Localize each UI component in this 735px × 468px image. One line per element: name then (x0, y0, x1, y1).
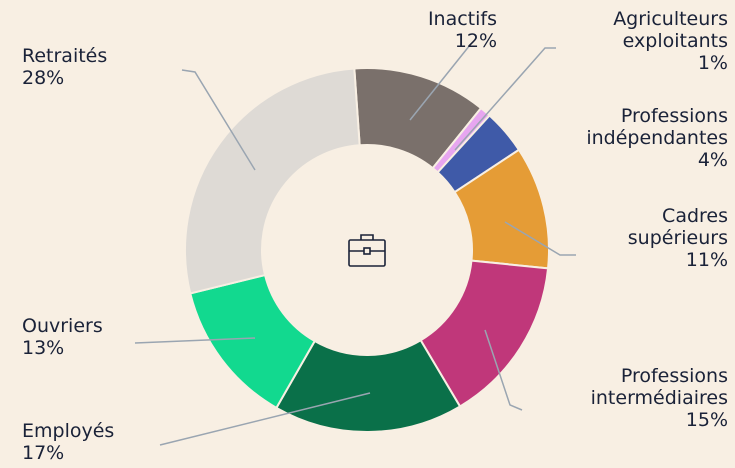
value-label: 15% (685, 409, 728, 431)
value-label: 12% (454, 30, 497, 52)
slice-label: Professions intermédiaires 15% (528, 365, 728, 431)
category-name: Retraités (22, 45, 108, 67)
slice-label: Employés 17% (22, 420, 172, 464)
value-label: 4% (697, 149, 728, 171)
leader-line (454, 47, 556, 151)
leader-line (484, 329, 523, 411)
value-label: 13% (22, 337, 65, 359)
category-name: Professions indépendantes (586, 105, 728, 149)
slice-label: Inactifs 12% (367, 8, 497, 52)
category-name: Agriculteurs exploitants (613, 8, 728, 52)
category-name: Employés (22, 420, 115, 442)
category-name: Inactifs (427, 8, 497, 30)
slice-label: Agriculteurs exploitants 1% (578, 8, 728, 74)
value-label: 17% (22, 442, 65, 464)
value-label: 28% (22, 67, 65, 89)
leader-line (409, 44, 471, 121)
leader-line (504, 221, 576, 256)
leader-line (159, 392, 371, 446)
value-label: 11% (685, 249, 728, 271)
slice-label: Retraités 28% (22, 45, 172, 89)
slice-label: Ouvriers 13% (22, 315, 172, 359)
category-name: Ouvriers (22, 315, 103, 337)
slice-label: Cadres supérieurs 11% (578, 205, 728, 271)
briefcase-icon (348, 234, 386, 267)
donut-slice (184, 67, 361, 295)
leader-line (181, 69, 256, 171)
leader-line (134, 337, 256, 344)
category-name: Professions intermédiaires (590, 365, 728, 409)
value-label: 1% (697, 52, 728, 74)
category-name: Cadres supérieurs (627, 205, 728, 249)
slice-label: Professions indépendantes 4% (508, 105, 728, 171)
